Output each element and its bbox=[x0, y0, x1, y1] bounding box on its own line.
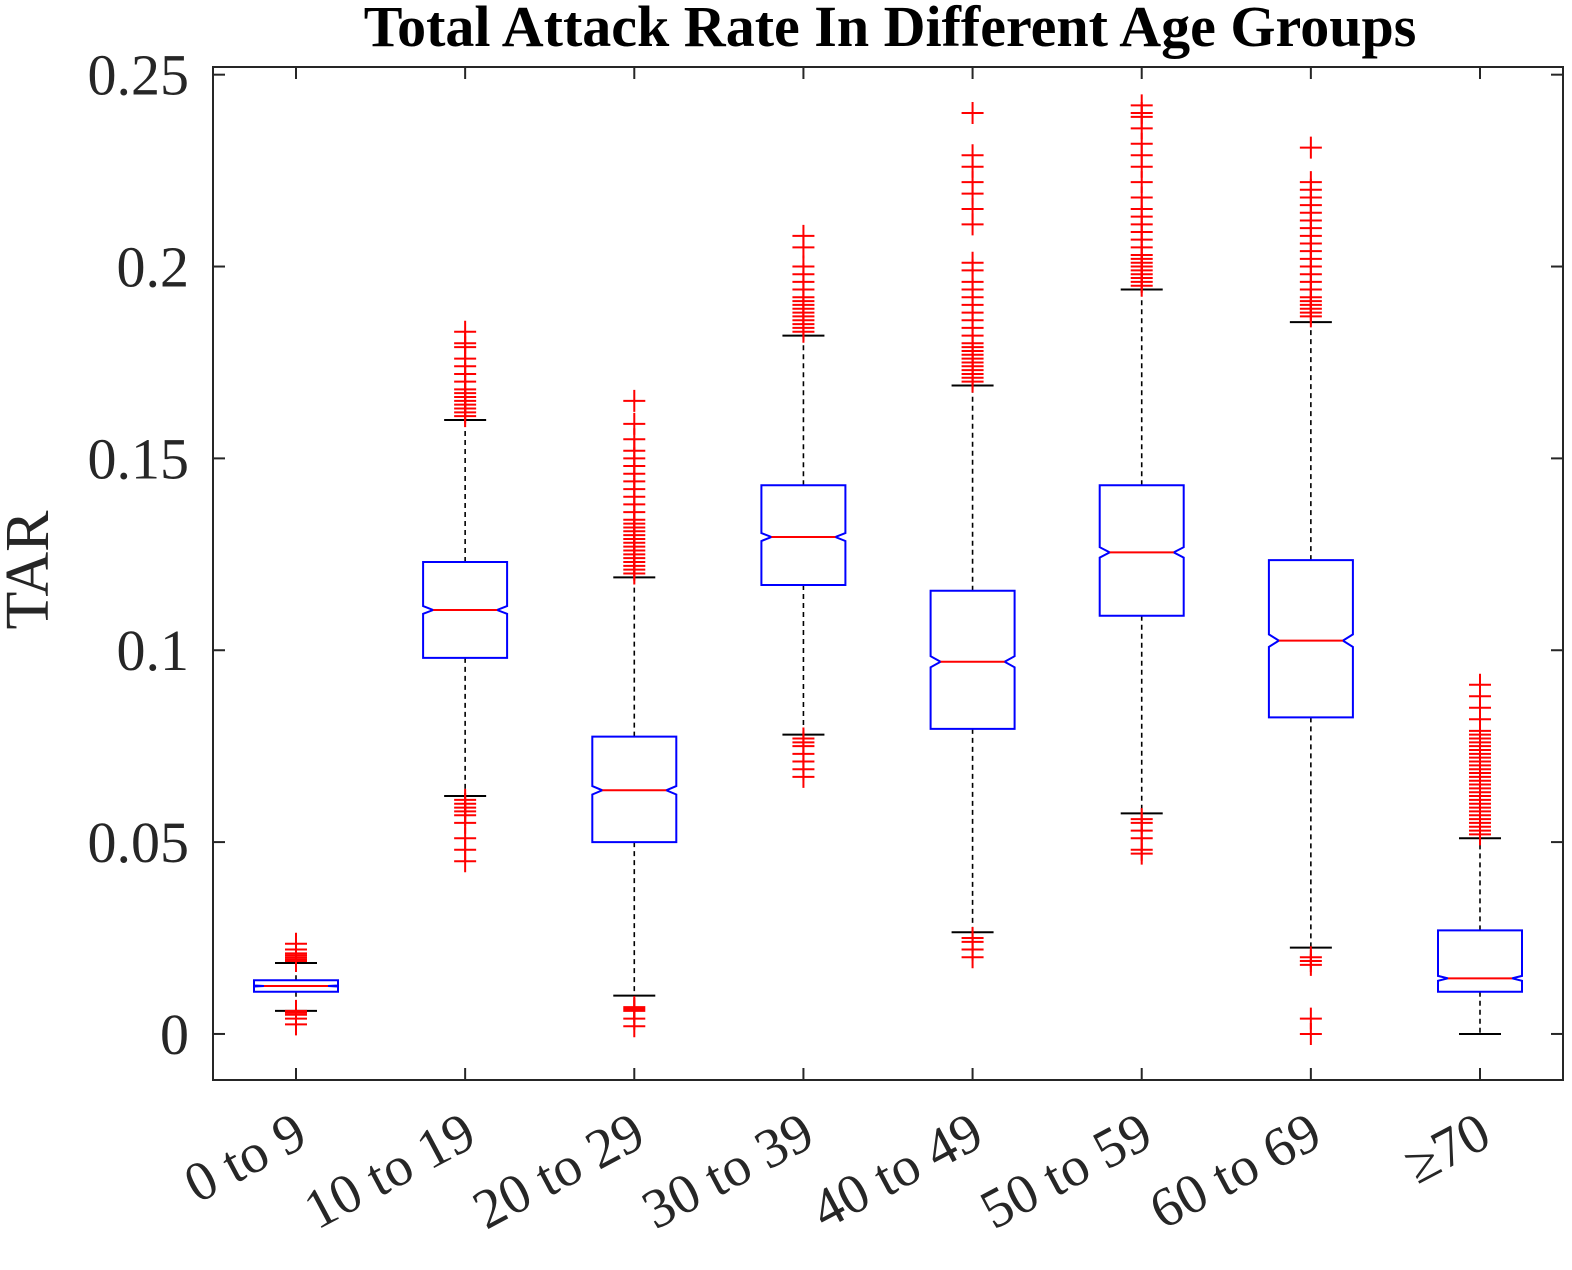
box-iqr bbox=[1267, 559, 1354, 719]
outlier-marker bbox=[285, 932, 307, 955]
y-tick-label: 0.15 bbox=[88, 426, 190, 491]
outlier-marker bbox=[1299, 171, 1322, 194]
outlier-marker bbox=[454, 320, 477, 343]
outlier-marker bbox=[792, 727, 815, 750]
box-iqr bbox=[929, 589, 1016, 730]
y-tick-label: 0 bbox=[160, 1002, 189, 1067]
outlier-marker bbox=[1130, 94, 1153, 117]
outlier-marker bbox=[623, 412, 646, 435]
box-iqr bbox=[422, 561, 509, 659]
outlier-marker bbox=[792, 255, 815, 278]
outlier-marker bbox=[1469, 673, 1491, 696]
box-iqr bbox=[1437, 929, 1523, 993]
outlier-marker bbox=[1299, 946, 1322, 969]
outlier-marker bbox=[961, 251, 984, 274]
outlier-marker bbox=[792, 224, 815, 247]
y-axis-label: TAR bbox=[0, 510, 62, 630]
y-tick-label: 0.05 bbox=[88, 810, 190, 875]
box-iqr bbox=[1098, 484, 1185, 617]
outlier-marker bbox=[961, 144, 984, 167]
y-tick-label: 0.2 bbox=[117, 235, 190, 300]
y-tick-label: 0.1 bbox=[117, 618, 190, 683]
outlier-marker bbox=[1299, 1007, 1322, 1030]
box-iqr bbox=[591, 735, 678, 844]
outlier-marker bbox=[961, 102, 984, 125]
box-iqr bbox=[760, 484, 847, 586]
outlier-marker bbox=[285, 999, 307, 1022]
axes-frame bbox=[212, 66, 1564, 1081]
box-iqr bbox=[253, 979, 339, 993]
outlier-marker bbox=[1130, 808, 1153, 831]
outlier-marker bbox=[454, 788, 477, 811]
outlier-marker bbox=[1299, 136, 1322, 159]
outlier-marker bbox=[623, 389, 646, 412]
chart-title: Total Attack Rate In Different Age Group… bbox=[364, 0, 1417, 59]
outlier-marker bbox=[623, 996, 646, 1019]
y-tick-label: 0.25 bbox=[88, 43, 190, 108]
outlier-marker bbox=[961, 927, 984, 950]
